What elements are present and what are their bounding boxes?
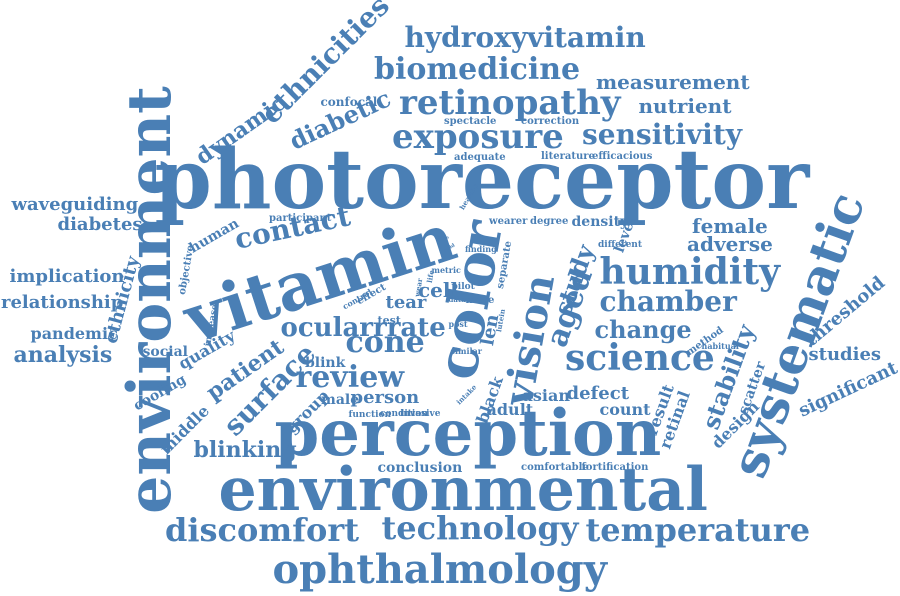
word-condition: condition (380, 408, 428, 419)
word-relationship: relationship (1, 292, 124, 313)
word-nutrient: nutrient (638, 94, 732, 118)
word-adverse: adverse (687, 232, 773, 256)
word-efficacious: efficacious (592, 151, 653, 162)
word-adult: adult (486, 400, 534, 419)
word-photoreceptor: photoreceptor (154, 132, 810, 228)
word-exposure: exposure (392, 117, 564, 157)
word-tear: tear (385, 292, 427, 313)
word-degree: degree (530, 216, 569, 227)
word-participant: participant (269, 213, 332, 224)
word-analysis: analysis (13, 342, 113, 368)
word-hydroxyvitamin: hydroxyvitamin (404, 21, 646, 54)
word-perception: perception (274, 396, 662, 471)
word-finding: finding (465, 244, 497, 254)
word-environmental: environmental (218, 455, 708, 525)
word-pilot: pilot (451, 281, 475, 292)
word-asian: asian (522, 386, 570, 405)
word-metric: metric (431, 265, 461, 275)
word-retinopathy: retinopathy (399, 83, 621, 123)
word-correction: correction (521, 116, 580, 127)
word-science: science (565, 337, 715, 379)
word-density: density (571, 214, 629, 230)
word-confocal: confocal (320, 95, 378, 109)
word-biomedicine: biomedicine (374, 52, 581, 87)
word-person: person (350, 387, 420, 408)
word-social: social (142, 344, 188, 360)
word-defect: defect (566, 383, 630, 404)
word-measurement: measurement (596, 70, 750, 94)
word-pandemic: pandemic (30, 324, 118, 343)
word-ophthalmology: ophthalmology (272, 546, 608, 593)
word-habitual: habitual (701, 341, 739, 351)
word-waveguiding: waveguiding (11, 194, 139, 215)
word-invasive: invasive (400, 408, 441, 419)
word-life: life (424, 268, 436, 284)
word-post: post (448, 319, 468, 329)
word-wear: wear (411, 277, 424, 297)
word-change: change (594, 315, 692, 344)
word-cone: cone (345, 325, 425, 360)
word-chamber: chamber (599, 285, 737, 318)
word-temperature: temperature (585, 511, 811, 549)
word-adequate: adequate (454, 152, 506, 163)
word-wearer: wearer (489, 216, 528, 227)
word-conclusion: conclusion (377, 460, 463, 476)
word-blink: blink (305, 355, 346, 371)
word-ocularrrate: ocularrrate (280, 313, 446, 343)
word-implication: implication (9, 266, 125, 287)
word-type: type (437, 234, 449, 241)
word-test: test (377, 313, 401, 327)
word-spectacle: spectacle (444, 116, 497, 127)
word-similar: similar (450, 346, 482, 356)
word-discomfort: discomfort (165, 511, 359, 549)
word-more: more (465, 295, 495, 306)
word-studies: studies (808, 344, 882, 365)
word-male: male (321, 392, 360, 408)
word-data: data (448, 294, 466, 304)
word-count: count (599, 400, 651, 419)
word-literature: literature (541, 151, 595, 162)
word-function: function (348, 409, 392, 420)
word-review: review (295, 360, 405, 395)
word-diabetes: diabetes (57, 214, 143, 235)
word-comfortable: comfortable (521, 462, 589, 473)
word-different: different (598, 239, 642, 250)
word-cell: cell (418, 278, 459, 302)
word-technology: technology (381, 509, 579, 547)
word-female: female (692, 214, 768, 238)
word-humidity: humidity (599, 251, 781, 293)
word-sensitivity: sensitivity (582, 118, 743, 151)
word-blinking: blinking (193, 437, 297, 463)
word-fortification: fortification (581, 462, 649, 473)
